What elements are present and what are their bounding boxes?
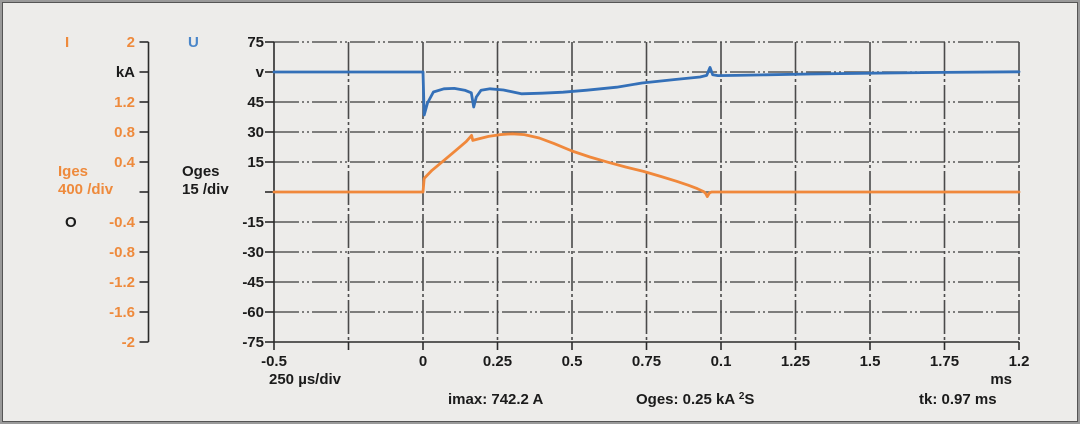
x-axis-tick-label: 1.75 xyxy=(929,353,960,370)
oges-annotation-superscript: 2 xyxy=(738,391,745,402)
trace-u xyxy=(272,66,1021,117)
oges-per-div: 15 /div xyxy=(182,181,229,198)
i-axis-tick-label: -1.2 xyxy=(109,274,135,291)
u-axis-tick-label: v xyxy=(255,64,264,81)
u-axis-tick-label: -75 xyxy=(242,334,264,351)
u-axis-tick-label: -60 xyxy=(242,304,264,321)
i-axis-tick-label: -0.8 xyxy=(109,244,135,261)
i-axis-tick-label: -1.6 xyxy=(109,304,135,321)
i-axis-tick-label: 2 xyxy=(126,34,135,51)
u-axis-tick-label: 30 xyxy=(247,124,264,141)
oges-annotation: Oges: 0.25 kA 2S xyxy=(636,391,755,408)
u-axis-tick-label: 15 xyxy=(247,154,264,171)
x-axis-tick-label: 0.1 xyxy=(710,353,732,370)
u-channel-label: U xyxy=(188,34,199,51)
oges-annotation-prefix: Oges: 0.25 kA xyxy=(636,391,739,408)
oges-annotation-suffix: S xyxy=(744,391,755,408)
x-axis-tick-label: 0.75 xyxy=(631,353,662,370)
x-axis-tick-label: 1.2 xyxy=(1008,353,1030,370)
iges-per-div: 400 /div xyxy=(58,181,114,198)
i-axis-tick-label: 0.4 xyxy=(114,154,135,171)
u-axis-tick-label: 45 xyxy=(247,94,264,111)
u-axis-tick-label: 75 xyxy=(247,34,264,51)
u-axis-tick-label: -15 xyxy=(242,214,264,231)
i-axis-tick-label: 1.2 xyxy=(114,94,135,111)
x-axis-tick-label: 0 xyxy=(418,353,428,370)
iges-label: Iges xyxy=(58,163,89,180)
i-axis-tick-label: kA xyxy=(115,64,135,81)
x-axis-tick-label: 0.5 xyxy=(561,353,583,370)
tk-annotation: tk: 0.97 ms xyxy=(919,391,997,408)
trace-iges xyxy=(272,132,1021,199)
u-axis-tick-label: -30 xyxy=(242,244,264,261)
i-axis-tick-label: -0.4 xyxy=(109,214,135,231)
i-channel-label: I xyxy=(65,34,70,51)
i-axis-tick-label: -2 xyxy=(121,334,135,351)
i-axis-tick-label: 0.8 xyxy=(114,124,135,141)
x-axis-tick-label: 1.5 xyxy=(859,353,881,370)
oges-label: Oges xyxy=(182,163,220,180)
x-axis-tick-label: 1.25 xyxy=(780,353,811,370)
u-axis-tick-label: -45 xyxy=(242,274,264,291)
x-axis-tick-label: -0.5 xyxy=(261,353,287,370)
time-unit-label: ms xyxy=(990,371,1012,388)
imax-annotation: imax: 742.2 A xyxy=(448,391,544,408)
x-axis-tick-label: 0.25 xyxy=(482,353,513,370)
time-scale-label: 250 µs/div xyxy=(269,371,342,388)
i-zero-marker: O xyxy=(65,214,77,231)
